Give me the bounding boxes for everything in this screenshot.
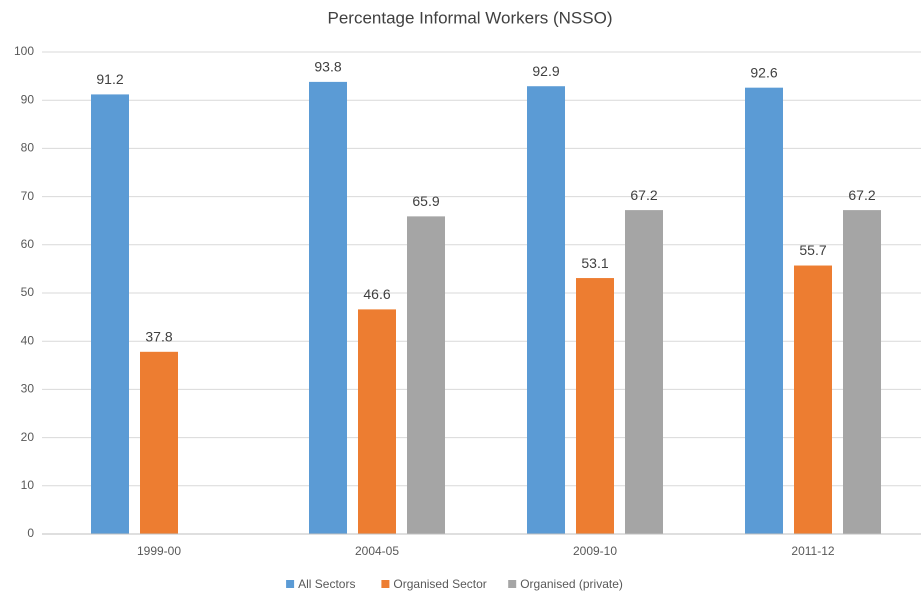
bar	[625, 210, 663, 534]
y-tick-label: 40	[21, 333, 35, 347]
legend-label: All Sectors	[298, 577, 355, 591]
value-label: 37.8	[145, 329, 172, 345]
value-label: 67.2	[848, 187, 875, 203]
value-label: 55.7	[799, 242, 826, 258]
legend-label: Organised Sector	[393, 577, 486, 591]
bar	[576, 278, 614, 534]
value-label: 46.6	[363, 286, 390, 302]
bar	[309, 81, 347, 534]
legend-swatch	[508, 580, 517, 588]
y-tick-label: 100	[14, 44, 34, 58]
value-label: 65.9	[412, 193, 439, 209]
legend-swatch	[381, 580, 390, 588]
bar	[407, 216, 445, 534]
y-tick-label: 90	[21, 92, 35, 106]
y-tick-label: 0	[27, 526, 34, 540]
bar	[745, 87, 783, 534]
y-tick-label: 20	[21, 430, 35, 444]
y-tick-label: 80	[21, 141, 35, 155]
x-tick-label: 1999-00	[137, 544, 181, 558]
y-tick-label: 70	[21, 189, 35, 203]
y-tick-label: 50	[21, 285, 35, 299]
value-label: 93.8	[314, 59, 341, 75]
value-label: 92.6	[750, 64, 777, 80]
bar	[140, 351, 178, 534]
x-tick-label: 2011-12	[791, 544, 834, 558]
value-label: 92.9	[532, 63, 559, 79]
chart-title: Percentage Informal Workers (NSSO)	[328, 8, 613, 27]
value-label: 53.1	[581, 255, 608, 271]
legend-label: Organised (private)	[520, 577, 623, 591]
bar	[843, 210, 881, 534]
x-tick-label: 2004-05	[355, 544, 399, 558]
y-tick-label: 30	[21, 382, 35, 396]
bar	[91, 94, 129, 534]
bar	[794, 265, 832, 534]
legend-swatch	[286, 580, 295, 588]
x-tick-label: 2009-10	[573, 544, 617, 558]
y-tick-label: 60	[21, 237, 35, 251]
value-label: 91.2	[96, 71, 123, 87]
bar	[527, 86, 565, 535]
y-tick-label: 10	[21, 478, 35, 492]
bar	[358, 309, 396, 534]
value-label: 67.2	[630, 187, 657, 203]
